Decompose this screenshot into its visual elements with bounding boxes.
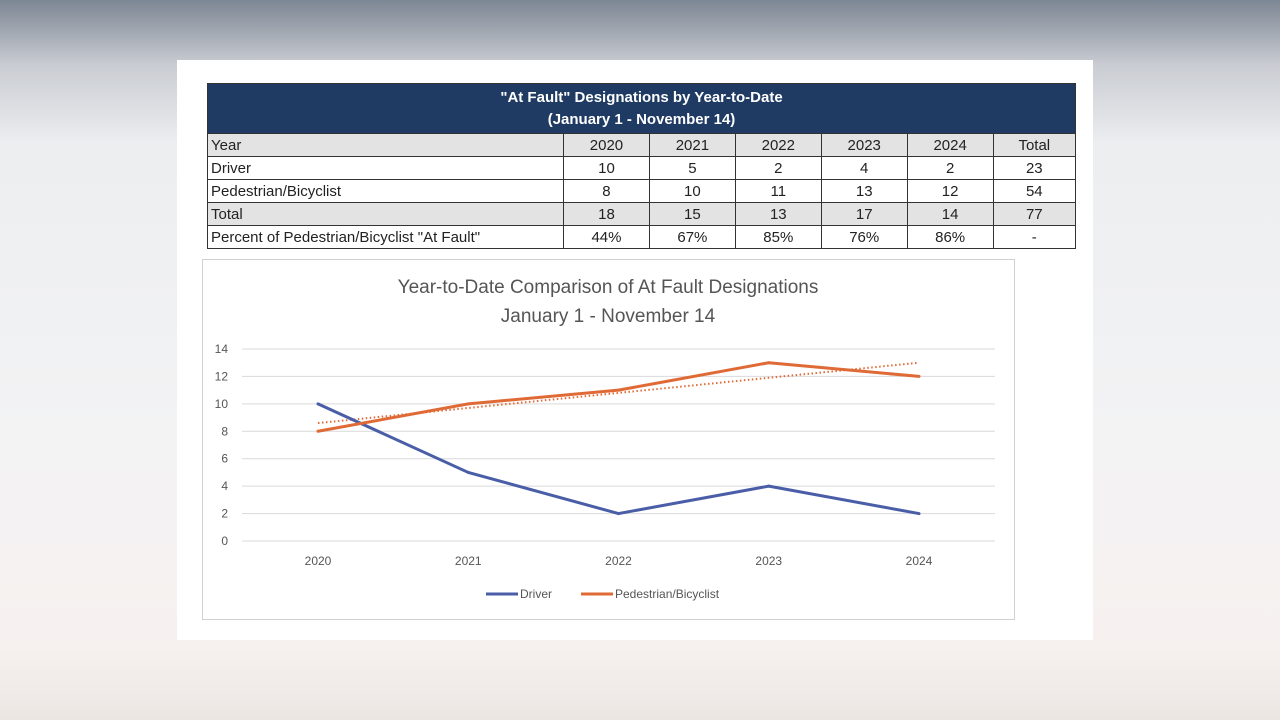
chart-subtitle: January 1 - November 14 [501,306,716,327]
data-point [767,484,771,488]
row-label: Year [207,133,564,157]
data-point [466,402,470,406]
y-tick-label: 4 [221,479,228,493]
table-cell: 76% [820,225,908,249]
table-cell: - [992,225,1077,249]
data-point [767,361,771,365]
data-point [617,388,620,392]
table-title-line1: "At Fault" Designations by Year-to-Date [500,88,783,106]
data-point [316,402,320,406]
row-label: Percent of Pedestrian/Bicyclist "At Faul… [207,225,564,249]
chart-title: Year-to-Date Comparison of At Fault Desi… [398,277,819,298]
x-tick-label: 2020 [305,554,332,568]
table-cell: 18 [563,202,650,226]
series-line-pedestrian-bicyclist [317,361,920,433]
x-tick-label: 2023 [755,554,782,568]
table-cell: 77 [992,202,1077,226]
y-tick-label: 12 [215,369,229,383]
table-cell: 13 [820,179,908,203]
legend-label: Driver [520,587,552,601]
table-cell: 54 [992,179,1077,203]
table-title: "At Fault" Designations by Year-to-Date (… [207,83,1076,134]
x-tick-label: 2021 [455,554,482,568]
table-cell: 2021 [648,133,736,157]
table-cell: 10 [563,156,650,180]
y-tick-label: 0 [221,534,228,548]
x-tick-label: 2022 [605,554,632,568]
table-cell: 2 [906,156,994,180]
row-label: Pedestrian/Bicyclist [207,179,564,203]
table-header-row: Year 2020 2021 2022 2023 2024 Total [207,133,1077,157]
y-tick-label: 2 [221,507,228,521]
table-cell: Total [992,133,1077,157]
data-point [316,429,320,433]
data-point [466,470,470,474]
legend-label: Pedestrian/Bicyclist [615,587,720,601]
table-cell: 67% [648,225,736,249]
x-tick-label: 2024 [906,554,933,568]
table-cell: 2020 [563,133,650,157]
table-cell: 10 [648,179,736,203]
table-row-pedestrian: Pedestrian/Bicyclist 8 10 11 13 12 54 [207,179,1077,203]
table-cell: 2024 [906,133,994,157]
at-fault-table: "At Fault" Designations by Year-to-Date (… [207,83,1077,249]
table-cell: 5 [648,156,736,180]
y-tick-label: 6 [221,452,228,466]
data-point [617,512,620,516]
table-cell: 12 [906,179,994,203]
table-title-line2: (January 1 - November 14) [547,110,736,128]
chart-container [202,259,1015,620]
table-row-percent: Percent of Pedestrian/Bicyclist "At Faul… [207,225,1077,249]
table-cell: 15 [648,202,736,226]
y-tick-label: 14 [215,342,229,356]
table-cell: 23 [992,156,1077,180]
data-point [917,512,921,516]
table-cell: 13 [734,202,822,226]
y-tick-label: 10 [215,397,229,411]
table-cell: 86% [906,225,994,249]
y-tick-label: 8 [221,424,228,438]
table-cell: 4 [820,156,908,180]
data-point [917,374,921,378]
